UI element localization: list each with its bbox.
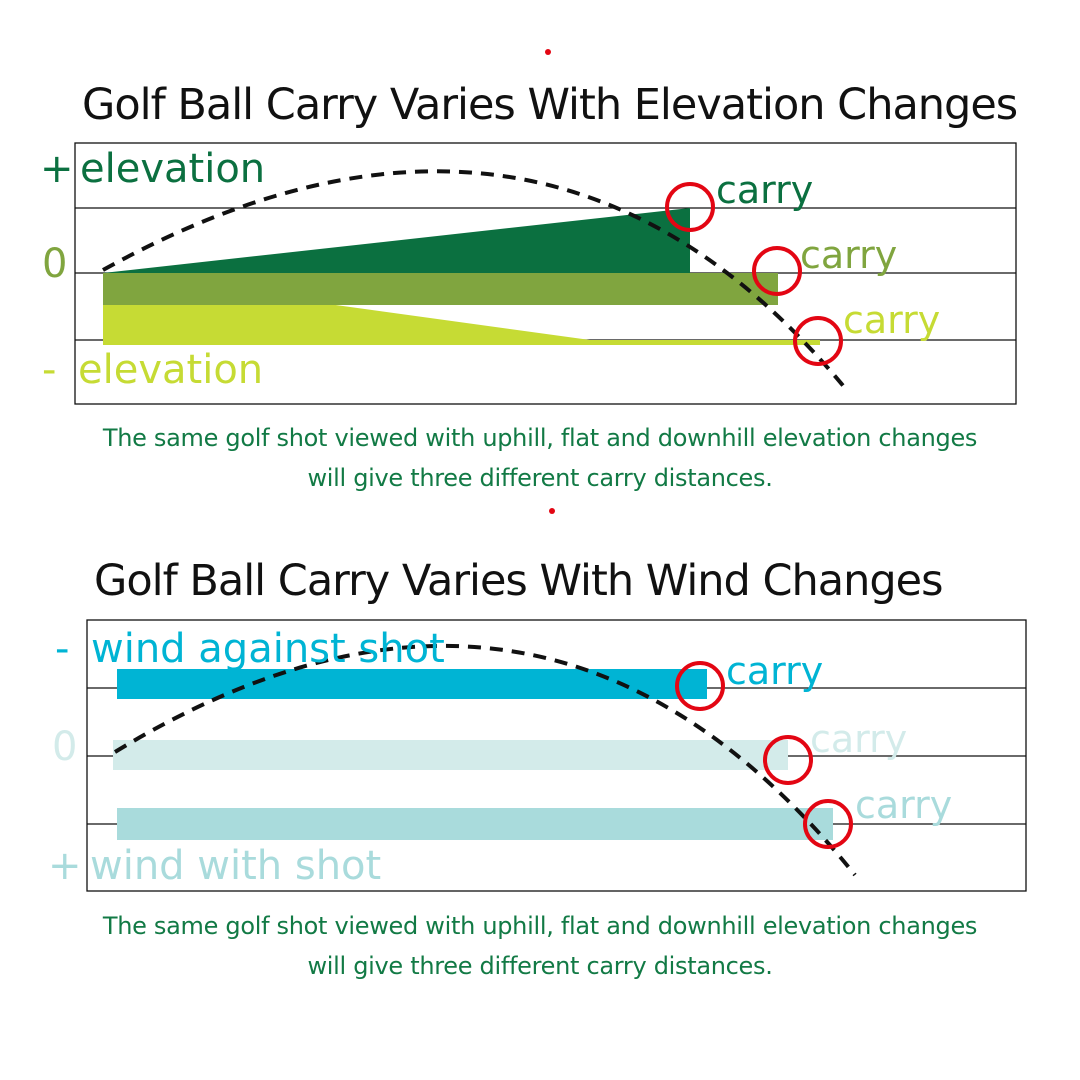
elevation-zero-label: 0 [42, 241, 67, 287]
downhill-wedge [103, 273, 820, 345]
red-dot-top [545, 49, 551, 55]
wind-caption: The same golf shot viewed with uphill, f… [0, 906, 1080, 986]
wind-plus-sign: + [48, 843, 82, 889]
wind-minus-sign: - [55, 626, 69, 672]
wind-caption-line2: will give three different carry distance… [307, 952, 773, 980]
carry-marker-uphill [665, 182, 715, 232]
wind-minus-label: wind against shot [91, 626, 445, 672]
red-dot-middle [549, 508, 555, 514]
wind-with-bar [117, 808, 833, 840]
carry-label-uphill: carry [716, 168, 813, 212]
elevation-minus-sign: - [42, 347, 56, 393]
elevation-caption: The same golf shot viewed with uphill, f… [0, 418, 1080, 498]
carry-label-against: carry [726, 649, 823, 693]
elevation-plus-sign: + [40, 146, 74, 192]
wind-title: Golf Ball Carry Varies With Wind Changes [94, 556, 944, 606]
wind-neutral-bar [113, 740, 788, 770]
elevation-diagram: + elevation 0 - elevation carry carry ca… [40, 142, 1017, 405]
carry-marker-neutral [763, 735, 813, 785]
wind-plus-label: wind with shot [90, 843, 381, 889]
uphill-wedge [103, 208, 690, 273]
carry-marker-downhill [793, 316, 843, 366]
wind-caption-line1: The same golf shot viewed with uphill, f… [102, 912, 978, 940]
flat-bar [103, 273, 778, 305]
wind-against-bar [117, 669, 707, 699]
carry-marker-with [803, 799, 853, 849]
carry-label-neutral: carry [810, 717, 907, 761]
carry-label-flat: carry [800, 233, 897, 277]
elevation-minus-label: elevation [78, 347, 263, 393]
carry-marker-flat [752, 246, 802, 296]
carry-label-downhill: carry [843, 298, 940, 342]
elevation-trajectory [102, 169, 847, 390]
carry-marker-against [675, 661, 725, 711]
carry-label-with: carry [855, 783, 952, 827]
wind-zero-label: 0 [52, 724, 77, 770]
wind-trajectory [113, 644, 857, 877]
elevation-title: Golf Ball Carry Varies With Elevation Ch… [82, 80, 1018, 130]
elevation-plus-label: elevation [80, 146, 265, 192]
wind-diagram: - wind against shot 0 + wind with shot c… [48, 619, 1027, 892]
elevation-caption-line2: will give three different carry distance… [307, 464, 773, 492]
elevation-caption-line1: The same golf shot viewed with uphill, f… [102, 424, 978, 452]
